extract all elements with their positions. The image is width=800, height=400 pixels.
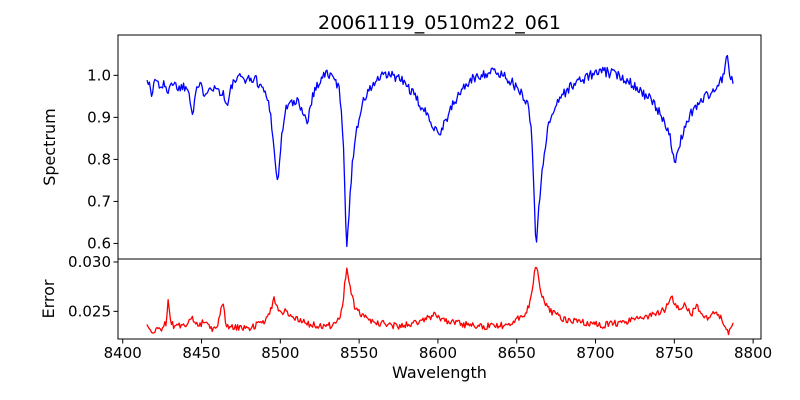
x-tick-label: 8700 bbox=[576, 344, 614, 362]
x-tick-label: 8650 bbox=[498, 344, 536, 362]
y-tick-label: 1.0 bbox=[87, 66, 111, 84]
y-tick-label: 0.030 bbox=[68, 253, 111, 271]
panel-error-spine bbox=[117, 258, 762, 340]
y-tick-label: 0.8 bbox=[87, 150, 111, 168]
error-y-axis-label: Error bbox=[39, 279, 58, 318]
x-tick-label: 8550 bbox=[340, 344, 378, 362]
plot-title: 20061119_0510m22_061 bbox=[318, 12, 561, 34]
x-tick-label: 8600 bbox=[419, 344, 457, 362]
y-tick-label: 0.9 bbox=[87, 108, 111, 126]
spectrum-y-axis-label: Spectrum bbox=[40, 108, 59, 186]
x-tick-label: 8450 bbox=[182, 344, 220, 362]
x-tick-label: 8400 bbox=[104, 344, 142, 362]
y-tick-label: 0.6 bbox=[87, 234, 111, 252]
x-tick-label: 8800 bbox=[734, 344, 772, 362]
axes-layer: 8400 8450 8500 8550 8600 8650 8700 8750 88000.60… bbox=[68, 34, 772, 362]
x-tick-label: 8750 bbox=[655, 344, 693, 362]
spectrum-line bbox=[146, 54, 734, 248]
panel-spectrum-spine bbox=[117, 34, 762, 260]
y-tick-label: 0.025 bbox=[68, 302, 111, 320]
error-line bbox=[146, 266, 734, 336]
series-layer bbox=[146, 54, 734, 336]
x-tick-label: 8500 bbox=[261, 344, 299, 362]
x-axis-label: Wavelength bbox=[392, 363, 487, 382]
y-tick-label: 0.7 bbox=[87, 192, 111, 210]
